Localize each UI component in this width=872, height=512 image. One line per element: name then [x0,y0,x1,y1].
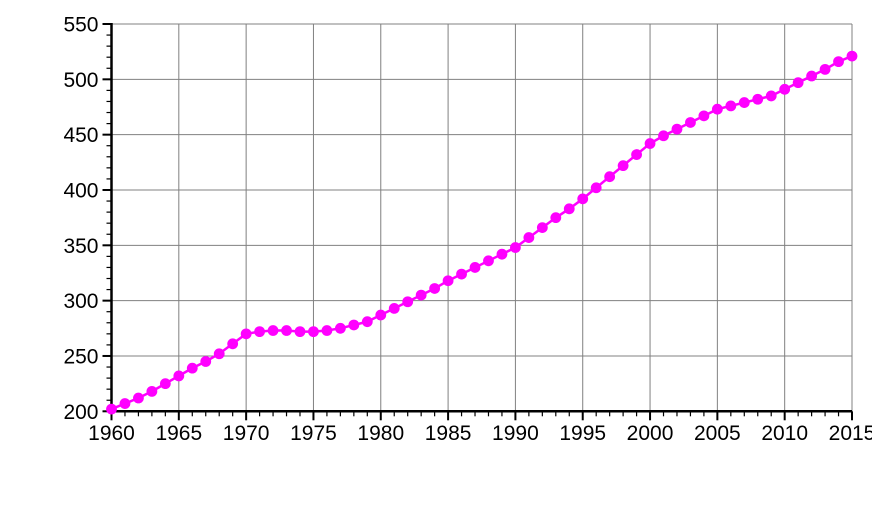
data-point [133,392,144,404]
x-axis-tick-label: 2010 [761,422,808,445]
data-point [375,309,387,321]
data-point [240,328,252,340]
data-point [496,248,508,260]
data-point [429,283,441,294]
x-axis-tick-label: 1985 [425,422,472,445]
data-point [402,296,414,308]
x-axis-tick-label: 1995 [559,422,606,445]
data-point [321,325,333,336]
data-point [819,63,831,75]
data-point [294,326,306,338]
y-axis-tick-label: 200 [63,401,98,424]
x-axis-tick-label: 1990 [492,422,539,445]
data-point [119,398,131,409]
data-point [388,302,400,314]
y-axis-tick-label: 500 [63,69,98,92]
data-point [483,255,494,267]
data-point [792,77,804,89]
data-point [227,338,239,350]
data-point [658,130,669,142]
y-axis-tick-label: 450 [63,124,98,147]
x-axis-tick-label: 1960 [88,422,135,445]
data-point [281,325,292,336]
y-axis-tick-label: 300 [63,290,98,313]
data-point [765,90,777,102]
data-point [348,319,360,331]
data-point [267,325,279,336]
data-point [671,123,683,135]
data-point [334,322,346,334]
data-point [361,316,373,328]
data-point [563,203,575,215]
data-point [146,385,158,397]
data-point [308,326,319,338]
data-point [469,262,481,273]
y-axis-tick-label: 250 [63,345,98,368]
x-axis-tick-label: 2015 [829,422,872,445]
data-point [631,149,642,160]
data-point [186,362,198,374]
x-axis-tick-label: 2005 [694,422,741,445]
data-point [200,356,212,367]
x-axis-tick-label: 1965 [155,422,202,445]
data-point [173,370,185,382]
data-point [106,403,117,415]
y-axis-tick-label: 400 [63,179,98,202]
x-axis-tick-label: 2000 [627,422,674,445]
data-point [590,182,602,194]
data-point [254,326,265,338]
y-axis-tick-label: 350 [63,235,98,258]
data-point [644,138,656,149]
data-point [698,110,710,122]
data-point [442,275,454,287]
data-point [604,171,616,183]
data-point [510,242,521,253]
data-point [617,160,629,172]
data-point [752,93,764,105]
data-point [779,83,791,95]
data-point [738,97,750,108]
data-point [685,117,696,128]
x-axis-tick-label: 1975 [290,422,337,445]
data-point [415,289,427,301]
data-point [806,70,818,82]
data-point [833,56,844,68]
data-point [536,222,548,234]
data-point [523,232,535,243]
data-point [725,100,737,112]
data-point [711,103,723,115]
data-point [846,50,858,62]
data-point [213,348,225,360]
x-axis-tick-label: 1980 [357,422,404,445]
y-axis-tick-label: 550 [63,14,98,37]
data-point [456,268,467,280]
data-point [159,378,171,390]
x-axis-tick-label: 1970 [223,422,270,445]
data-point [577,193,589,205]
data-point [550,212,562,224]
